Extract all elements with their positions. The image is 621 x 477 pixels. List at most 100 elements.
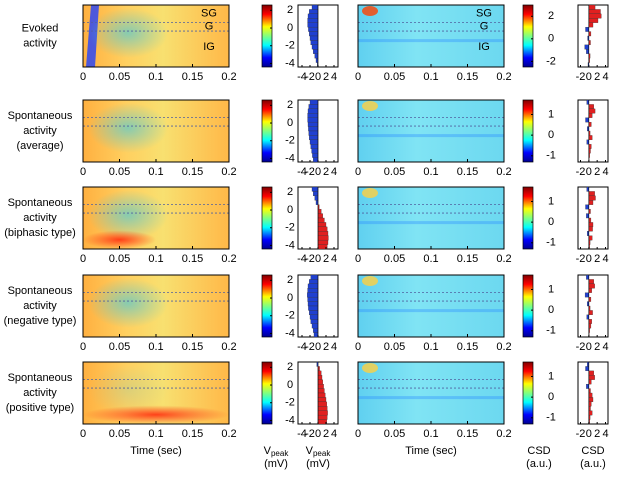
x-tick-label: 0.1: [423, 428, 438, 440]
bar: [589, 319, 592, 323]
x-tick-label: 4: [602, 341, 608, 353]
x-tick-label: 2: [594, 166, 600, 178]
heatmap-feature: [358, 396, 504, 399]
bar: [586, 118, 589, 122]
bar: [589, 5, 595, 9]
bar: [318, 420, 327, 424]
bar: [589, 310, 593, 314]
bar: [585, 45, 589, 49]
bar: [587, 315, 589, 319]
bar: [311, 40, 318, 44]
x-tick-label: 0.2: [496, 253, 511, 265]
bar: [309, 135, 318, 139]
bar: [587, 187, 589, 191]
bar: [308, 127, 318, 131]
layer-label: IG: [203, 41, 215, 53]
bar: [318, 393, 325, 397]
x-tick-label: 0: [586, 341, 592, 353]
heatmap-feature: [362, 276, 378, 286]
axis-label-unit: (a.u.): [526, 458, 552, 470]
bar: [589, 191, 595, 195]
bar: [308, 14, 318, 18]
layer-label: SG: [476, 8, 492, 20]
bar: [585, 293, 589, 297]
colorbar-tick-label: 0: [548, 216, 554, 228]
axis-label: CSD: [581, 445, 604, 457]
x-tick-label: 0.1: [423, 166, 438, 178]
row-label: Evoked: [22, 22, 59, 34]
colorbar-tick-label: -1: [546, 237, 556, 249]
x-tick-label: 0: [355, 166, 361, 178]
colorbar-tick-label: 0: [287, 379, 293, 391]
x-tick-label: 0.2: [496, 428, 511, 440]
colorbar-tick-label: -2: [285, 310, 295, 322]
row-label: (negative type): [4, 315, 77, 327]
x-tick-label: 0.1: [148, 341, 163, 353]
bar: [318, 214, 323, 218]
x-tick-label: 0: [315, 253, 321, 265]
colorbar-tick-label: 2: [287, 99, 293, 111]
heatmap-feature: [88, 278, 168, 328]
x-tick-label: 0: [80, 166, 86, 178]
axis-label-unit: (a.u.): [580, 458, 606, 470]
bar: [587, 140, 589, 144]
bar: [586, 384, 589, 388]
x-tick-label: 0.15: [457, 166, 478, 178]
bar: [318, 209, 321, 213]
heatmap: [358, 100, 504, 162]
x-tick-label: 4: [331, 166, 337, 178]
bar: [308, 23, 318, 27]
bar: [315, 54, 318, 58]
bar: [309, 32, 318, 36]
x-tick-label: 0: [315, 166, 321, 178]
colorbar: [262, 187, 272, 249]
bar: [308, 297, 318, 301]
x-tick-label: 0.15: [457, 71, 478, 83]
x-tick-label: 4: [602, 428, 608, 440]
bar: [318, 227, 327, 231]
colorbar: [262, 362, 272, 424]
x-tick-label: 0.15: [182, 253, 203, 265]
x-tick-label: 2: [323, 166, 329, 178]
x-tick-label: 0.15: [182, 428, 203, 440]
bar: [589, 122, 592, 126]
bar: [308, 122, 318, 126]
colorbar: [262, 100, 272, 162]
x-tick-label: 0.2: [496, 341, 511, 353]
bar: [318, 406, 327, 410]
bar: [586, 366, 589, 370]
colorbar-tick-label: -4: [285, 152, 295, 164]
x-tick-label: 2: [594, 428, 600, 440]
bar: [308, 18, 318, 22]
layer-label: G: [205, 21, 214, 33]
x-tick-label: 0.15: [182, 341, 203, 353]
x-tick-label: -2: [305, 166, 315, 178]
colorbar-tick-label: 0: [548, 129, 554, 141]
bar: [310, 140, 318, 144]
bar: [308, 27, 318, 31]
bar: [589, 279, 594, 283]
x-tick-label: 4: [331, 341, 337, 353]
x-tick-label: 0.05: [109, 166, 130, 178]
bar: [313, 49, 318, 53]
x-tick-label: 2: [323, 71, 329, 83]
axis-label-unit: (mV): [264, 458, 288, 470]
bar: [586, 275, 589, 279]
colorbar-tick-label: -4: [285, 239, 295, 251]
colorbar-tick-label: 1: [548, 108, 554, 120]
bar: [310, 315, 318, 319]
bar: [589, 380, 592, 384]
heatmap-feature: [88, 103, 168, 153]
bar: [309, 131, 318, 135]
bar: [589, 109, 595, 113]
bar: [589, 144, 592, 148]
bar: [589, 23, 593, 27]
x-tick-label: 4: [602, 253, 608, 265]
x-tick-label: 0.05: [384, 71, 405, 83]
colorbar-tick-label: 0: [287, 22, 293, 34]
x-tick-label: -2: [305, 71, 315, 83]
x-tick-label: 0.2: [221, 428, 236, 440]
x-tick-label: 0: [80, 71, 86, 83]
x-tick-label: 0: [586, 166, 592, 178]
x-tick-label: 0.05: [384, 166, 405, 178]
